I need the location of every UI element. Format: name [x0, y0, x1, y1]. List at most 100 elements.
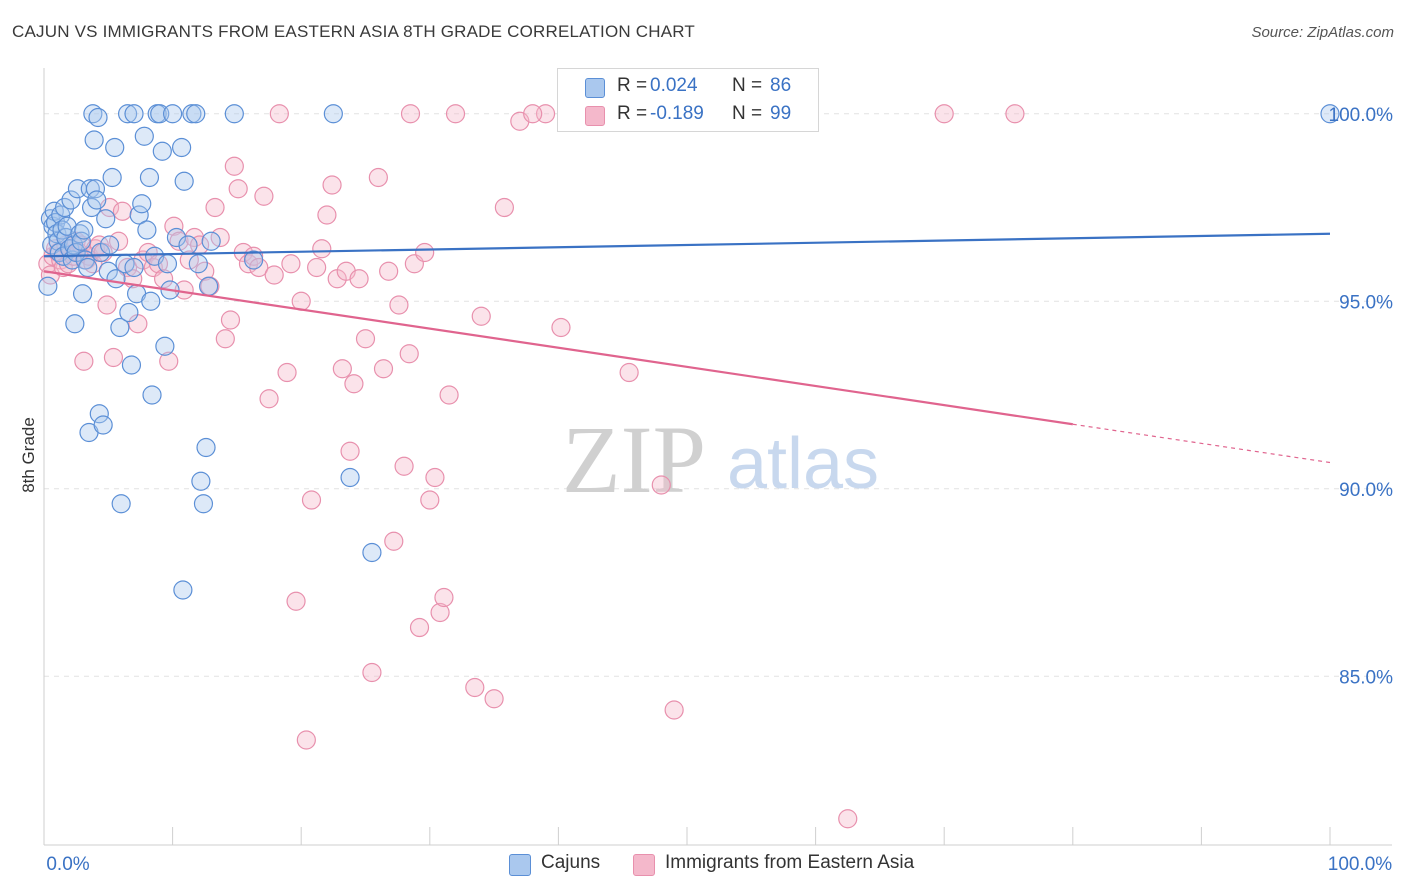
y-tick-label: 100.0%: [1329, 105, 1394, 126]
watermark-atlas: atlas: [727, 424, 879, 504]
point-cajuns: [244, 250, 264, 270]
point-immigrants: [312, 239, 332, 259]
point-immigrants: [420, 490, 440, 510]
point-cajuns: [72, 284, 93, 304]
point-immigrants: [1005, 104, 1025, 124]
point-cajuns: [188, 254, 208, 274]
legend-n-value: 86: [770, 75, 792, 96]
point-cajuns: [54, 197, 75, 218]
point-immigrants: [484, 689, 504, 709]
point-cajuns: [139, 167, 160, 188]
point-cajuns: [141, 291, 161, 311]
point-cajuns: [199, 276, 219, 296]
point-cajuns: [102, 167, 122, 188]
point-cajuns: [173, 580, 193, 600]
point-immigrants: [523, 104, 543, 124]
source-label: Source: ZipAtlas.com: [1251, 24, 1394, 41]
point-immigrants: [296, 730, 316, 750]
gridlines: [44, 113, 1392, 677]
point-immigrants: [355, 329, 376, 349]
point-immigrants: [103, 347, 124, 368]
point-cajuns: [74, 220, 94, 240]
point-cajuns: [117, 104, 138, 124]
point-immigrants: [286, 591, 306, 611]
point-cajuns: [362, 542, 382, 563]
point-immigrants: [379, 261, 399, 281]
point-immigrants: [368, 167, 388, 188]
legend-n-label: N =: [732, 75, 763, 96]
point-cajuns: [111, 494, 131, 514]
point-immigrants: [74, 351, 94, 371]
y-axis-label: 8th Grade: [19, 417, 38, 493]
legend-n-value: 99: [770, 103, 792, 124]
point-cajuns: [124, 257, 144, 278]
point-immigrants: [153, 269, 174, 289]
point-cajuns: [178, 235, 198, 255]
point-immigrants: [220, 310, 241, 330]
point-cajuns: [70, 224, 90, 244]
point-cajuns: [99, 235, 120, 255]
legend-r-value: -0.189: [650, 103, 704, 124]
point-cajuns: [163, 104, 183, 124]
point-cajuns: [96, 209, 116, 229]
point-immigrants: [264, 265, 284, 285]
legend-r-label: R =: [617, 103, 648, 124]
point-cajuns: [124, 104, 144, 124]
point-immigrants: [425, 467, 445, 488]
point-cajuns: [105, 137, 125, 158]
point-immigrants: [664, 700, 684, 720]
point-immigrants: [389, 295, 409, 315]
point-cajuns: [132, 194, 152, 214]
point-cajuns: [137, 220, 157, 240]
point-immigrants: [349, 269, 369, 289]
point-cajuns: [224, 104, 244, 124]
point-immigrants: [228, 179, 248, 199]
point-immigrants: [344, 374, 364, 394]
chart-title: CAJUN VS IMMIGRANTS FROM EASTERN ASIA 8T…: [12, 22, 696, 41]
point-cajuns: [1320, 104, 1340, 124]
point-immigrants: [430, 602, 450, 623]
stats-legend: R = 0.024 N = 86 R = -0.189 N = 99: [557, 68, 819, 132]
point-immigrants: [384, 531, 404, 551]
point-immigrants: [159, 351, 179, 371]
y-tick-label: 90.0%: [1339, 480, 1393, 501]
point-immigrants: [409, 617, 430, 638]
point-immigrants: [838, 809, 858, 829]
trend-line-immigrants: [43, 270, 1073, 426]
point-immigrants: [224, 156, 244, 176]
point-cajuns: [323, 104, 343, 124]
watermark-zip: ZIP: [562, 406, 706, 513]
point-immigrants: [551, 317, 571, 338]
point-cajuns: [157, 254, 178, 274]
legend-r-value: 0.024: [650, 75, 698, 96]
series-cajuns-points: [38, 104, 1340, 600]
y-tick-label: 85.0%: [1339, 667, 1393, 688]
point-immigrants: [332, 359, 352, 379]
point-immigrants: [415, 242, 435, 263]
point-cajuns: [84, 130, 104, 150]
point-immigrants: [301, 490, 322, 510]
point-immigrants: [195, 261, 215, 281]
point-cajuns: [186, 104, 206, 124]
point-cajuns: [87, 190, 107, 210]
point-immigrants: [399, 344, 419, 364]
point-immigrants: [269, 104, 289, 124]
legend-swatch-blue: [585, 78, 605, 98]
point-immigrants: [362, 662, 382, 683]
point-immigrants: [317, 205, 337, 225]
legend-row-cajuns: R = 0.024 N = 86: [558, 72, 818, 100]
legend-r-label: R =: [617, 75, 648, 96]
watermark: ZIP atlas: [562, 406, 879, 513]
point-cajuns: [193, 494, 214, 514]
point-cajuns: [166, 227, 187, 248]
point-immigrants: [97, 295, 117, 315]
point-immigrants: [254, 186, 274, 206]
point-cajuns: [174, 171, 194, 191]
point-cajuns: [89, 404, 109, 424]
point-immigrants: [259, 389, 279, 409]
point-immigrants: [651, 475, 671, 495]
point-immigrants: [394, 456, 414, 476]
point-cajuns: [201, 231, 221, 251]
point-cajuns: [121, 355, 142, 375]
